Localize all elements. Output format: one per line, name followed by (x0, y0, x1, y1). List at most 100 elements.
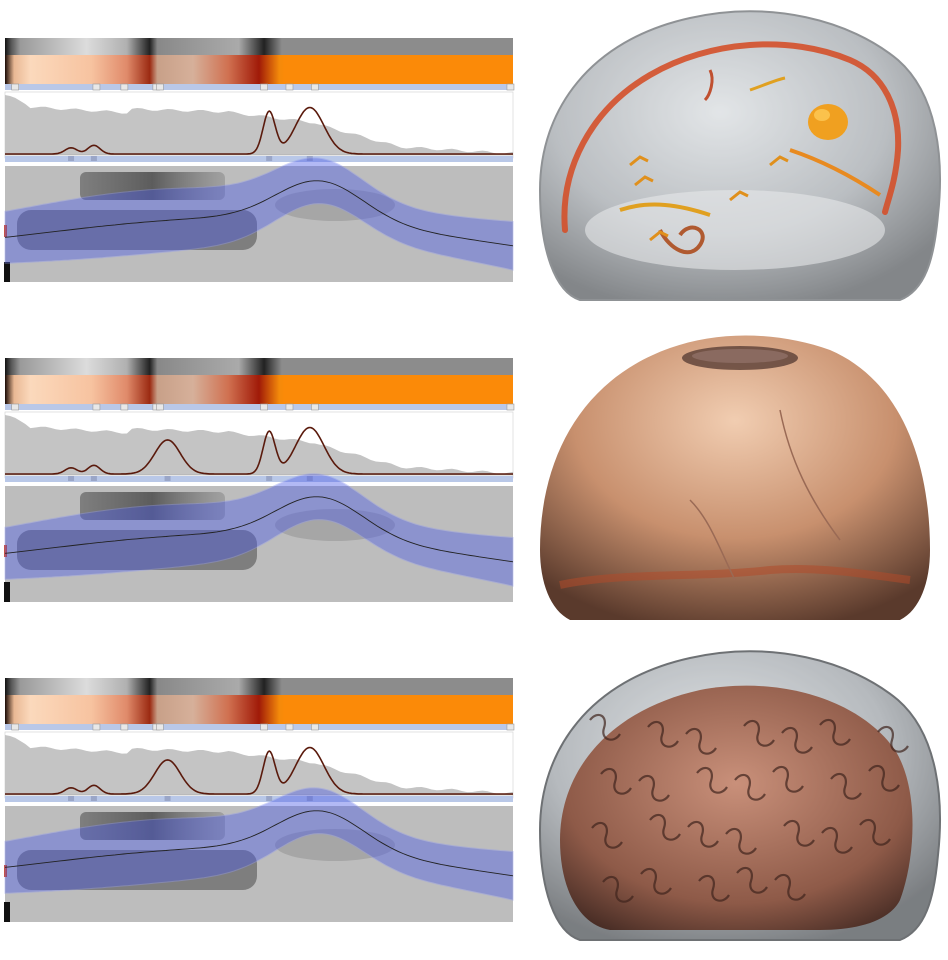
transfer-function-editor[interactable] (0, 640, 520, 960)
square-handle-icon[interactable] (92, 723, 101, 731)
volume-render-skull (540, 335, 930, 620)
square-handle-icon[interactable] (311, 723, 319, 731)
transfer-lens-centerline[interactable] (4, 496, 514, 563)
transfer-lens-centerline[interactable] (4, 810, 514, 877)
brain-gyrus (640, 867, 672, 895)
color-handle-strip (5, 404, 513, 410)
transfer-function-canvas[interactable] (0, 0, 520, 320)
transfer-lens-band[interactable] (4, 473, 514, 587)
square-handle-icon[interactable] (164, 796, 171, 801)
volume-render-vessels (538, 10, 941, 301)
square-handle-icon[interactable] (156, 723, 164, 731)
intensity-cluster (17, 210, 257, 250)
transfer-function-canvas[interactable] (0, 320, 520, 640)
square-handle-icon[interactable] (90, 476, 97, 481)
volume-render-view[interactable] (520, 0, 948, 320)
square-handle-icon[interactable] (306, 156, 313, 161)
vessel-branch (789, 148, 882, 197)
square-handle-icon[interactable] (260, 723, 268, 731)
square-handle-icon[interactable] (68, 796, 75, 801)
brain-gyrus (696, 766, 728, 794)
square-handle-icon[interactable] (92, 403, 101, 411)
axis-marker (4, 545, 7, 557)
color-handle-strip (5, 724, 513, 730)
skull-base-band (559, 565, 911, 589)
peak-handle-strip (5, 796, 513, 802)
volume-render-brain (538, 650, 941, 941)
brain-gyrus (859, 818, 891, 846)
peak-handle-strip (5, 476, 513, 482)
intensity-histogram (5, 412, 513, 475)
square-handle-icon[interactable] (506, 83, 515, 91)
color-gradient-bar (5, 55, 513, 84)
square-handle-icon[interactable] (260, 403, 268, 411)
transfer-lens-band[interactable] (4, 157, 514, 271)
panel-row-2 (0, 320, 948, 640)
vessel-fragment (634, 175, 654, 187)
brain-gyrus (830, 772, 862, 800)
square-handle-icon[interactable] (311, 83, 319, 91)
vessel-branch (658, 225, 705, 255)
volume-render-view[interactable] (520, 640, 948, 960)
axis-marker (4, 582, 10, 602)
vessel-arc (561, 41, 902, 233)
peak-handle-strip (5, 156, 513, 162)
axis-marker (4, 225, 7, 237)
square-handle-icon[interactable] (306, 796, 313, 801)
square-handle-icon[interactable] (68, 156, 75, 161)
square-handle-icon[interactable] (68, 476, 75, 481)
opacity-curve[interactable] (5, 746, 513, 795)
brain-gyrus (774, 873, 806, 901)
brain-gyrus (638, 774, 670, 802)
square-handle-icon[interactable] (120, 403, 129, 411)
brain-gyrus (647, 720, 679, 748)
opacity-curve[interactable] (5, 106, 513, 155)
square-handle-icon[interactable] (90, 156, 97, 161)
square-handle-icon[interactable] (506, 723, 515, 731)
intensity-cluster (80, 172, 225, 200)
intensity-cluster (275, 189, 395, 221)
volume-render-view[interactable] (520, 320, 948, 640)
axis-marker (4, 902, 10, 922)
brain-gyrus (821, 826, 853, 854)
square-handle-icon[interactable] (506, 403, 515, 411)
vessel-branch (703, 69, 714, 102)
square-handle-icon[interactable] (266, 476, 273, 481)
square-handle-icon[interactable] (11, 83, 19, 91)
brain-gyrus (877, 725, 909, 753)
square-handle-icon[interactable] (11, 403, 19, 411)
square-handle-icon[interactable] (260, 83, 268, 91)
vessel-fragment (729, 190, 749, 202)
square-handle-icon[interactable] (266, 156, 273, 161)
square-handle-icon[interactable] (92, 83, 101, 91)
color-handle-strip (5, 84, 513, 90)
vessel-fragment (629, 155, 649, 167)
axis-marker (4, 262, 10, 282)
opacity-curve[interactable] (5, 426, 513, 475)
transfer-function-canvas[interactable] (0, 640, 520, 960)
brain-gyrus (685, 727, 717, 755)
square-handle-icon[interactable] (11, 723, 19, 731)
square-handle-icon[interactable] (285, 403, 294, 411)
square-handle-icon[interactable] (285, 723, 294, 731)
square-handle-icon[interactable] (156, 403, 164, 411)
square-handle-icon[interactable] (311, 403, 319, 411)
skull-suture (779, 409, 841, 541)
axis-marker (4, 865, 7, 877)
square-handle-icon[interactable] (120, 723, 129, 731)
transfer-function-editor[interactable] (0, 320, 520, 640)
square-handle-icon[interactable] (285, 83, 294, 91)
transfer-lens-centerline[interactable] (4, 180, 514, 247)
square-handle-icon[interactable] (156, 83, 164, 91)
square-handle-icon[interactable] (164, 476, 171, 481)
brain-gyrus (589, 713, 621, 741)
square-handle-icon[interactable] (120, 83, 129, 91)
square-handle-icon[interactable] (90, 796, 97, 801)
aneurysm-blob (808, 104, 848, 140)
transfer-function-editor[interactable] (0, 0, 520, 320)
intensity-histogram (5, 732, 513, 795)
square-handle-icon[interactable] (266, 796, 273, 801)
square-handle-icon[interactable] (306, 476, 313, 481)
transfer-lens-band[interactable] (4, 787, 514, 901)
intensity-cluster (275, 829, 395, 861)
